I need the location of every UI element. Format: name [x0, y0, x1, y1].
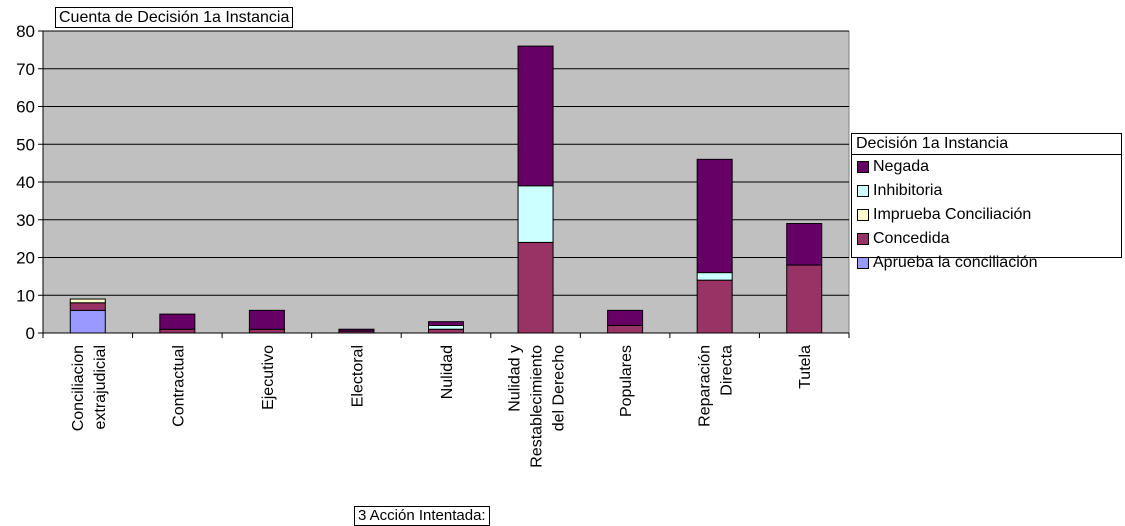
- legend-label: Inhibitoria: [873, 182, 943, 199]
- bar-segment: [159, 313, 196, 330]
- bar-segment: [159, 328, 196, 334]
- x-tick-label-line: Directa: [719, 345, 736, 396]
- x-tick-label-line: extrajudicial: [92, 345, 109, 429]
- legend-label: Imprueba Conciliación: [873, 206, 1032, 223]
- legend-item: Inhibitoria: [852, 179, 1121, 203]
- legend-swatch: [857, 209, 869, 221]
- x-tick-label-line: Populares: [618, 345, 635, 417]
- legend-swatch: [857, 161, 869, 173]
- bar-segment: [607, 309, 644, 326]
- x-tick-label-line: Nulidad y: [507, 345, 524, 412]
- legend: Decisión 1a Instancia Negada Inhibitoria I…: [851, 133, 1122, 271]
- x-tick-label: Reparación Directa: [697, 345, 736, 427]
- x-tick-label: Populares: [618, 345, 635, 417]
- y-tick-label: 20: [16, 249, 35, 268]
- x-tick-label: Nulidad: [439, 345, 456, 399]
- x-tick-label: Nulidad y Restablecimiento del Derecho: [507, 345, 568, 468]
- x-tick-label-line: Electoral: [349, 345, 366, 407]
- legend-swatch: [857, 185, 869, 197]
- bar-segment: [696, 279, 733, 334]
- x-tick-label-line: Tutela: [797, 345, 814, 389]
- y-tick-label: 60: [16, 98, 35, 117]
- bar-segment: [786, 223, 823, 266]
- legend-label: Concedida: [873, 230, 950, 247]
- legend-item: Aprueba la conciliación: [852, 251, 1121, 275]
- bar-segment: [696, 158, 733, 274]
- x-tick-label-line: Restablecimiento: [529, 345, 546, 468]
- y-tick-label: 80: [16, 22, 35, 41]
- bar-segment: [248, 328, 285, 334]
- bar-segment: [428, 324, 464, 330]
- x-tick-label-line: Nulidad: [439, 345, 456, 399]
- bar-segment: [69, 302, 106, 311]
- bar-segment: [69, 309, 106, 334]
- bar-segment: [607, 324, 644, 334]
- legend-swatch: [857, 257, 869, 269]
- bar-segment: [696, 272, 733, 281]
- bar-segment: [428, 321, 464, 326]
- chart-title: Cuenta de Decisión 1a Instancia: [55, 7, 294, 28]
- x-tick-label: Tutela: [797, 345, 814, 389]
- bar-segment: [428, 328, 464, 334]
- legend-label: Aprueba la conciliación: [873, 254, 1038, 271]
- bar-segment: [786, 264, 823, 334]
- bar-segment: [517, 185, 554, 243]
- legend-item: Negada: [852, 155, 1121, 179]
- x-tick-label-line: del Derecho: [551, 345, 568, 431]
- legend-label: Negada: [873, 158, 930, 175]
- legend-title: Decisión 1a Instancia: [852, 134, 1121, 155]
- x-tick-label: Ejecutivo: [260, 345, 277, 410]
- legend-swatch: [857, 233, 869, 245]
- bar-segment: [69, 298, 106, 304]
- x-axis-field-label: 3 Acción Intentada:: [354, 506, 490, 526]
- bar-segment: [248, 309, 285, 330]
- y-tick-label: 30: [16, 211, 35, 230]
- y-tick-label: 50: [16, 135, 35, 154]
- y-tick-label: 40: [16, 173, 35, 192]
- x-tick-label-line: Contractual: [170, 345, 187, 427]
- bar-segment: [338, 328, 375, 332]
- x-tick-label: Contractual: [170, 345, 187, 427]
- x-tick-label: Electoral: [349, 345, 366, 407]
- bar-segment: [517, 241, 554, 334]
- x-tick-label-line: Conciliacion: [70, 345, 87, 431]
- legend-item: Concedida: [852, 227, 1121, 251]
- x-tick-label-line: Reparación: [697, 345, 714, 427]
- legend-item: Imprueba Conciliación: [852, 203, 1121, 227]
- y-tick-label: 70: [16, 60, 35, 79]
- x-tick-label: Conciliacion extrajudicial: [70, 345, 109, 431]
- y-tick-label: 10: [16, 286, 35, 305]
- y-tick-label: 0: [26, 324, 35, 343]
- bar-segment: [517, 45, 554, 187]
- x-tick-label-line: Ejecutivo: [260, 345, 277, 410]
